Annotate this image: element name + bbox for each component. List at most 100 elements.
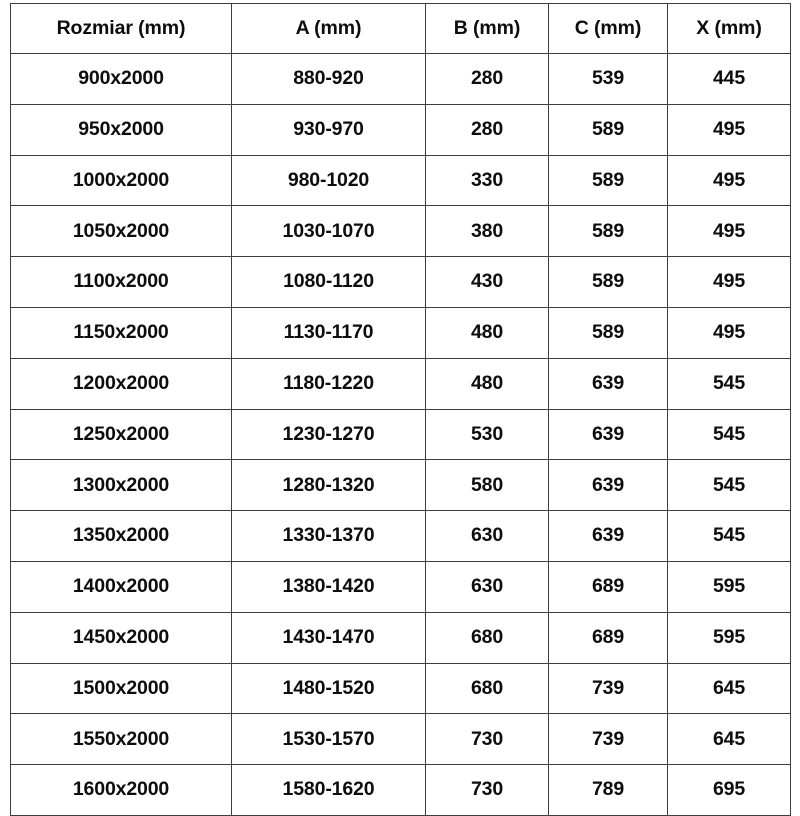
shower-enclosure-size-table: Rozmiar (mm) A (mm) B (mm) C (mm) X (mm) 900… (10, 3, 791, 816)
cell-b: 280 (425, 103, 549, 156)
cell-b: 580 (425, 459, 549, 512)
cell-size: 950x2000 (10, 103, 232, 156)
cell-value: 1200x2000 (72, 371, 170, 394)
cell-a: 1030-1070 (231, 205, 426, 258)
cell-value: 645 (712, 676, 746, 699)
cell-value: 689 (591, 575, 625, 598)
cell-value: 1250x2000 (72, 422, 170, 445)
table-row: 1250x2000 1230-1270 530 639 545 (10, 408, 791, 461)
cell-a: 980-1020 (231, 154, 426, 207)
cell-value: 545 (712, 371, 746, 394)
cell-value: 1280-1320 (282, 473, 375, 496)
cell-value: 1100x2000 (73, 270, 169, 293)
cell-value: 430 (470, 270, 504, 293)
cell-value: 589 (591, 219, 625, 242)
cell-value: 595 (712, 575, 746, 598)
cell-x: 495 (667, 256, 791, 308)
table-body: 900x2000 880-920 280 539 445 950x2000 930-970 2… (10, 53, 791, 816)
cell-value: 495 (712, 321, 746, 344)
cell-value: 330 (470, 168, 504, 191)
column-header-label: X (mm) (696, 16, 762, 39)
cell-value: 589 (591, 117, 625, 140)
cell-value: 1530-1570 (282, 727, 375, 750)
table-header: Rozmiar (mm) A (mm) B (mm) C (mm) X (mm) (10, 3, 791, 54)
cell-value: 480 (470, 371, 504, 394)
cell-c: 539 (548, 53, 668, 105)
table-row: 1150x2000 1130-1170 480 589 495 (10, 306, 791, 359)
size-table-container: Rozmiar (mm) A (mm) B (mm) C (mm) X (mm) 900… (10, 3, 791, 816)
cell-value: 280 (470, 117, 504, 140)
cell-value: 880-920 (293, 67, 364, 90)
cell-x: 645 (667, 713, 791, 766)
cell-b: 730 (425, 764, 549, 816)
cell-value: 580 (470, 473, 504, 496)
cell-b: 280 (425, 53, 549, 105)
cell-value: 1400x2000 (72, 575, 170, 598)
cell-size: 1150x2000 (10, 306, 232, 359)
cell-value: 639 (591, 473, 625, 496)
cell-value: 695 (712, 778, 746, 801)
cell-value: 445 (712, 67, 746, 90)
cell-value: 495 (712, 270, 746, 293)
cell-value: 630 (470, 575, 504, 598)
cell-value: 1350x2000 (72, 524, 170, 547)
cell-value: 495 (712, 219, 746, 242)
cell-a: 930-970 (231, 103, 426, 156)
cell-value: 1080-1120 (283, 270, 374, 293)
cell-value: 1130-1170 (283, 321, 374, 344)
cell-value: 530 (470, 422, 504, 445)
cell-b: 480 (425, 357, 549, 410)
cell-value: 380 (470, 219, 504, 242)
cell-value: 1180-1220 (283, 371, 374, 394)
cell-x: 545 (667, 408, 791, 461)
cell-a: 1380-1420 (231, 560, 426, 613)
cell-value: 680 (470, 676, 504, 699)
cell-c: 589 (548, 205, 668, 258)
cell-value: 789 (591, 778, 625, 801)
cell-a: 1530-1570 (231, 713, 426, 766)
cell-value: 739 (591, 727, 625, 750)
table-row: 1050x2000 1030-1070 380 589 495 (10, 205, 791, 258)
cell-a: 1130-1170 (231, 306, 426, 359)
cell-value: 1330-1370 (282, 524, 375, 547)
cell-x: 545 (667, 357, 791, 410)
cell-value: 539 (591, 67, 625, 90)
cell-value: 639 (591, 371, 625, 394)
cell-size: 1600x2000 (10, 764, 232, 816)
cell-a: 1330-1370 (231, 510, 426, 562)
table-row: 1350x2000 1330-1370 630 639 545 (10, 510, 791, 562)
cell-value: 595 (712, 625, 746, 648)
table-row: 1300x2000 1280-1320 580 639 545 (10, 459, 791, 512)
cell-value: 1300x2000 (72, 473, 170, 496)
cell-b: 480 (425, 306, 549, 359)
cell-c: 639 (548, 408, 668, 461)
cell-c: 739 (548, 713, 668, 766)
column-header-label: B (mm) (453, 16, 521, 39)
cell-a: 880-920 (231, 53, 426, 105)
cell-value: 1230-1270 (282, 422, 375, 445)
cell-value: 730 (470, 778, 504, 801)
cell-b: 680 (425, 611, 549, 664)
column-header-label: Rozmiar (mm) (56, 16, 186, 39)
cell-value: 980-1020 (287, 168, 370, 191)
cell-value: 1050x2000 (72, 219, 170, 242)
table-row: 1550x2000 1530-1570 730 739 645 (10, 713, 791, 766)
cell-c: 789 (548, 764, 668, 816)
cell-value: 589 (591, 270, 625, 293)
cell-c: 689 (548, 611, 668, 664)
cell-value: 639 (591, 422, 625, 445)
cell-value: 1150x2000 (73, 321, 169, 344)
cell-value: 639 (591, 524, 625, 547)
cell-b: 330 (425, 154, 549, 207)
cell-value: 950x2000 (78, 117, 164, 140)
cell-size: 1250x2000 (10, 408, 232, 461)
cell-value: 589 (591, 321, 625, 344)
cell-x: 595 (667, 560, 791, 613)
cell-c: 639 (548, 459, 668, 512)
cell-b: 680 (425, 662, 549, 715)
cell-c: 639 (548, 510, 668, 562)
cell-a: 1280-1320 (231, 459, 426, 512)
cell-x: 445 (667, 53, 791, 105)
cell-value: 1000x2000 (72, 168, 170, 191)
table-row: 1600x2000 1580-1620 730 789 695 (10, 764, 791, 816)
